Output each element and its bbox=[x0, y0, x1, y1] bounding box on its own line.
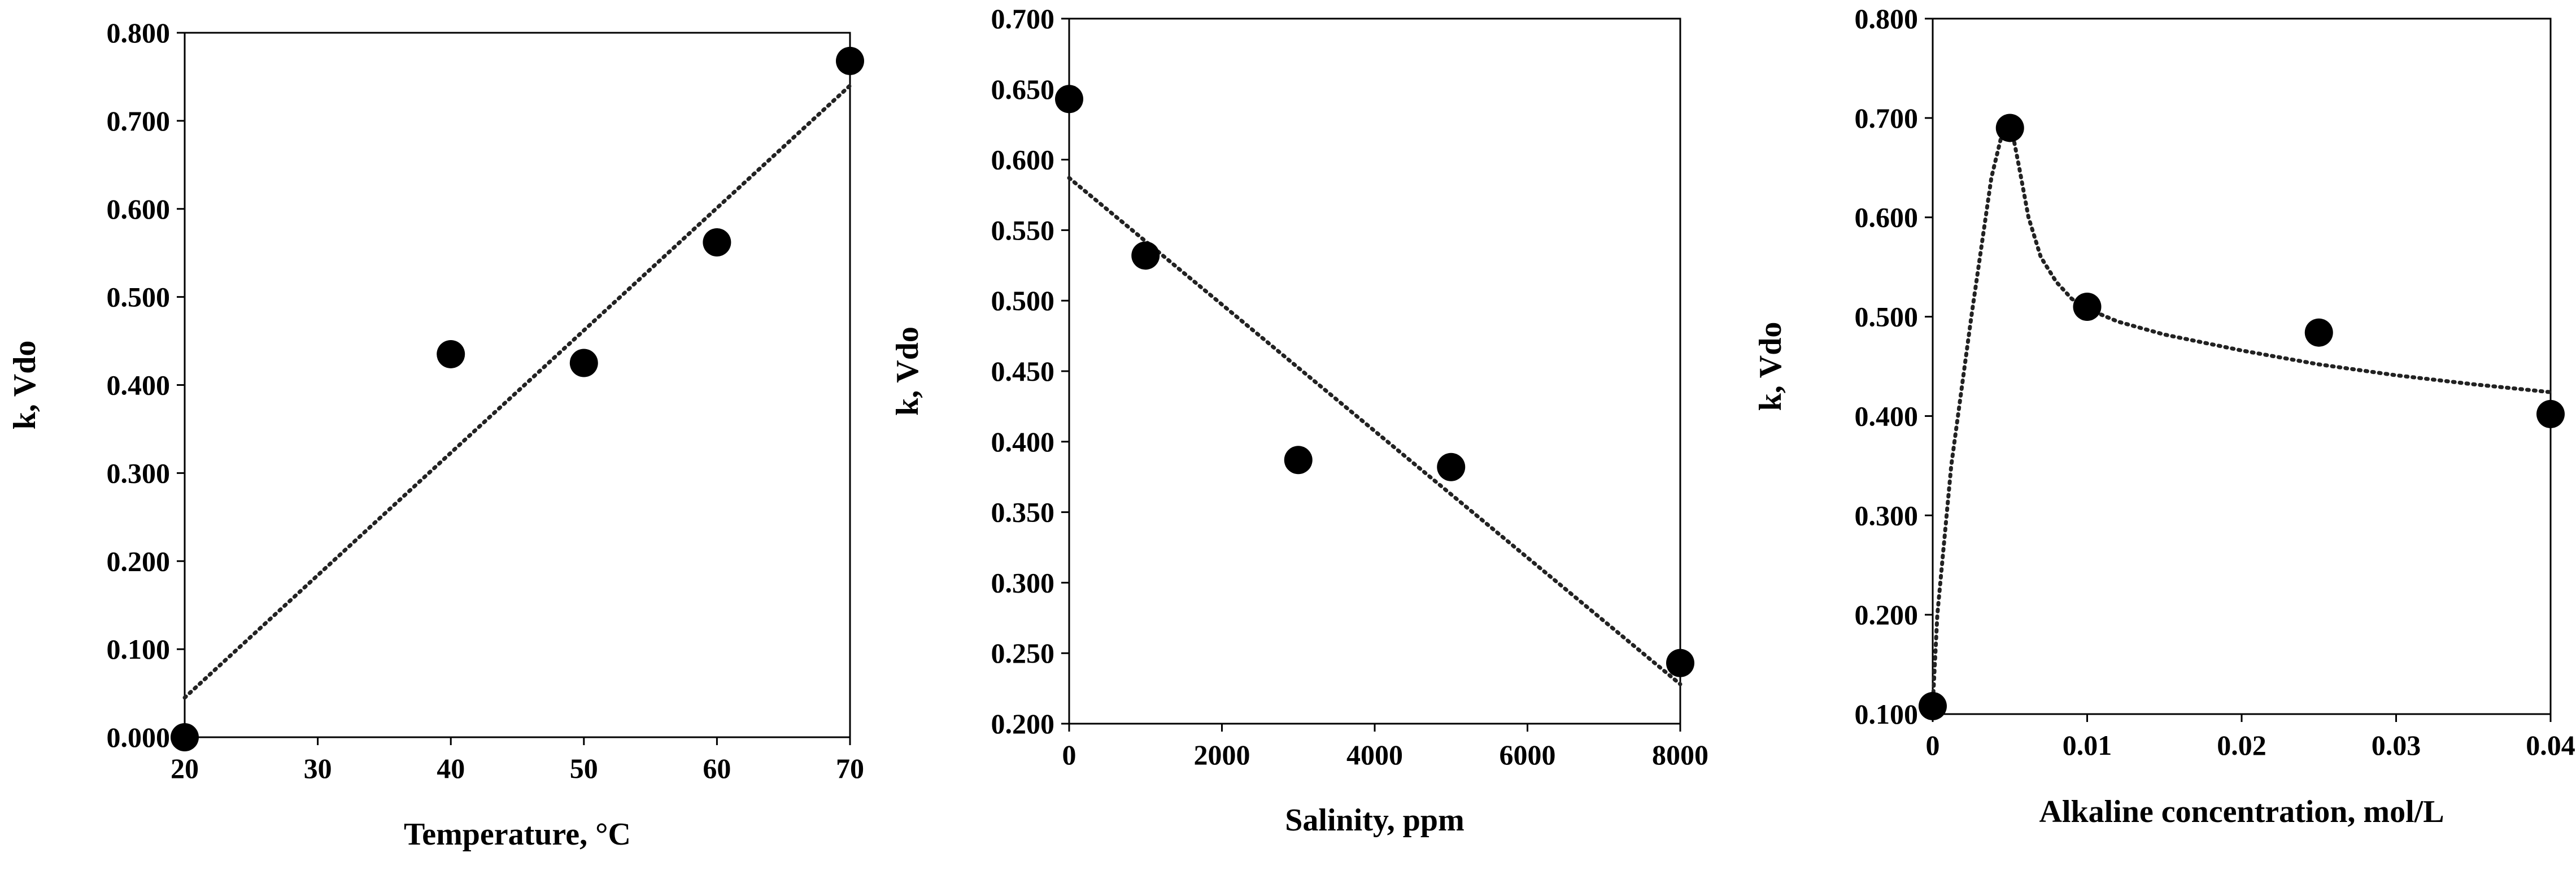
trendline bbox=[1930, 125, 2553, 708]
data-point bbox=[1284, 446, 1313, 475]
x-tick-label: 20 bbox=[171, 752, 199, 784]
data-point bbox=[437, 340, 465, 368]
y-axis-label: k, Vdo bbox=[890, 327, 925, 416]
trendline bbox=[1067, 176, 1683, 686]
data-point bbox=[1666, 649, 1694, 677]
data-point bbox=[1055, 85, 1083, 114]
y-tick-label: 0.600 bbox=[107, 193, 171, 225]
x-tick-label: 0.04 bbox=[2526, 729, 2575, 761]
data-point bbox=[171, 723, 199, 751]
data-point bbox=[1995, 114, 2024, 142]
y-tick-label: 0.100 bbox=[107, 633, 171, 665]
data-point bbox=[1131, 241, 1160, 270]
y-tick-label: 0.250 bbox=[991, 637, 1055, 669]
data-point bbox=[2536, 399, 2565, 428]
x-tick-label: 40 bbox=[437, 752, 465, 784]
y-tick-label: 0.200 bbox=[107, 545, 171, 577]
y-tick-label: 0.400 bbox=[1855, 400, 1919, 432]
y-tick-label: 0.800 bbox=[107, 17, 171, 49]
y-tick-label: 0.400 bbox=[991, 426, 1055, 458]
y-tick-label: 0.500 bbox=[1855, 301, 1919, 333]
y-tick-label: 0.000 bbox=[107, 721, 171, 753]
x-tick-label: 50 bbox=[570, 752, 598, 784]
y-tick-label: 0.500 bbox=[107, 281, 171, 313]
y-tick-label: 0.100 bbox=[1855, 698, 1919, 730]
y-tick-label: 0.500 bbox=[991, 285, 1055, 316]
y-tick-label: 0.550 bbox=[991, 214, 1055, 246]
y-tick-label: 0.450 bbox=[991, 355, 1055, 387]
data-point bbox=[2304, 318, 2333, 347]
y-tick-label: 0.600 bbox=[991, 144, 1055, 176]
x-tick-label: 0 bbox=[1926, 729, 1940, 761]
plot-area-frame bbox=[1068, 18, 1681, 725]
x-axis-label: Salinity, ppm bbox=[1285, 803, 1464, 838]
plot-area-frame bbox=[184, 32, 851, 738]
y-tick-label: 0.200 bbox=[1855, 599, 1919, 630]
x-tick-label: 30 bbox=[304, 752, 332, 784]
data-point bbox=[569, 349, 598, 377]
x-tick-label: 70 bbox=[836, 752, 864, 784]
y-tick-label: 0.700 bbox=[107, 105, 171, 137]
y-tick-label: 0.300 bbox=[991, 567, 1055, 598]
data-point bbox=[703, 228, 731, 256]
trendline bbox=[182, 84, 852, 700]
data-point bbox=[1919, 691, 1947, 720]
y-tick-label: 0.600 bbox=[1855, 202, 1919, 233]
x-tick-label: 6000 bbox=[1500, 739, 1556, 771]
x-tick-label: 60 bbox=[703, 752, 731, 784]
y-tick-label: 0.700 bbox=[991, 3, 1055, 34]
chart-panel-1: 0.000 0.100 0.200 0.300 0.400 0.500 0.600 0.700… bbox=[7, 17, 864, 852]
x-tick-label: 4000 bbox=[1346, 739, 1403, 771]
y-tick-label: 0.400 bbox=[107, 369, 171, 401]
data-point bbox=[1437, 453, 1466, 481]
y-tick-label: 0.700 bbox=[1855, 102, 1919, 134]
x-axis-label: Temperature, °C bbox=[404, 817, 631, 852]
x-tick-label: 0 bbox=[1062, 739, 1076, 771]
chart-panel-3: 0.100 0.200 0.300 0.400 0.500 0.600 0.700 0.800… bbox=[1753, 3, 2575, 829]
y-tick-label: 0.800 bbox=[1855, 3, 1919, 34]
y-tick-label: 0.650 bbox=[991, 73, 1055, 105]
y-tick-label: 0.300 bbox=[1855, 499, 1919, 531]
x-tick-label: 0.01 bbox=[2063, 729, 2112, 761]
y-tick-label: 0.300 bbox=[107, 457, 171, 489]
data-point bbox=[836, 46, 864, 75]
y-tick-label: 0.350 bbox=[991, 497, 1055, 528]
x-tick-label: 0.03 bbox=[2372, 729, 2421, 761]
data-point bbox=[2073, 292, 2102, 321]
x-tick-label: 8000 bbox=[1652, 739, 1708, 771]
y-tick-label: 0.200 bbox=[991, 708, 1055, 740]
x-axis-label: Alkaline concentration, mol/L bbox=[2039, 794, 2444, 829]
y-axis-label: k, Vdo bbox=[7, 341, 42, 430]
plot-area-frame bbox=[1932, 18, 2552, 715]
x-tick-label: 0.02 bbox=[2217, 729, 2266, 761]
x-tick-label: 2000 bbox=[1194, 739, 1250, 771]
y-axis-label: k, Vdo bbox=[1753, 322, 1788, 411]
chart-panel-2: 0.200 0.250 0.300 0.350 0.400 0.450 0.500 0.550… bbox=[890, 3, 1708, 838]
